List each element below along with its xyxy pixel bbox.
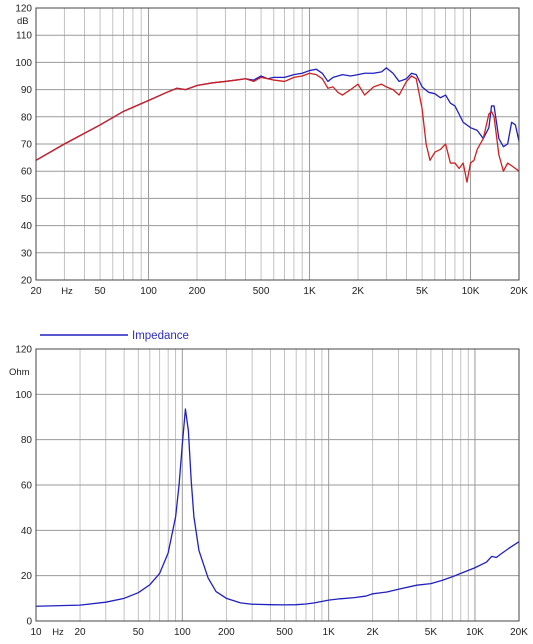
y-tick-label: 40	[21, 526, 33, 537]
y-tick-label: 80	[21, 435, 33, 446]
x-tick-label: 20K	[510, 627, 528, 638]
response-1-line	[35, 72, 520, 183]
y-tick-label: 60	[21, 167, 33, 178]
x-tick-label: 50	[133, 627, 145, 638]
impedance-y-unit-label: Ohm	[9, 367, 30, 378]
x-tick-label: 500	[276, 627, 293, 638]
y-tick-label: 40	[21, 221, 33, 232]
y-tick-label: 20	[21, 571, 33, 582]
y-tick-label: 90	[21, 85, 33, 96]
spl-x-unit-label: Hz	[61, 286, 73, 297]
x-tick-label: 1K	[323, 627, 336, 638]
x-tick-label: 20	[30, 286, 42, 297]
y-tick-label: 120	[15, 345, 32, 356]
y-tick-label: 30	[21, 248, 33, 259]
x-tick-label: 20	[74, 627, 86, 638]
legend-label-impedance: Impedance	[132, 330, 189, 342]
y-tick-label: 50	[21, 194, 33, 205]
spl-grid	[36, 8, 519, 280]
x-tick-label: 100	[174, 627, 191, 638]
x-tick-label: 10K	[466, 627, 484, 638]
impedance-grid	[36, 349, 519, 621]
impedance-y-tick-labels: 0 20 40 60 80 100 120	[15, 345, 32, 628]
spl-y-unit-label: dB	[17, 16, 29, 27]
spl-plot-frame	[35, 7, 520, 281]
x-tick-label: 20K	[510, 286, 528, 297]
x-tick-label: 500	[253, 286, 270, 297]
spl-y-tick-labels: 20 30 40 50 60 70 80 90 100 110 120	[15, 4, 32, 287]
x-tick-label: 5K	[425, 627, 438, 638]
y-tick-label: 70	[21, 140, 33, 151]
y-tick-label: 20	[21, 276, 33, 287]
x-tick-label: 100	[140, 286, 157, 297]
y-tick-label: 0	[26, 617, 32, 628]
y-tick-label: 120	[15, 4, 32, 15]
x-tick-label: 50	[95, 286, 107, 297]
y-tick-label: 80	[21, 112, 33, 123]
spl-x-tick-labels: 20 50 100 200 500 1K 2K 5K 10K 20K	[30, 286, 528, 297]
impedance-legend: Impedance	[40, 330, 189, 342]
y-tick-label: 110	[16, 31, 32, 42]
spl-chart: 20 30 40 50 60 70 80 90 100 110 120 20 50 100 200 500 1…	[15, 4, 528, 298]
spl-series	[35, 67, 520, 183]
y-tick-label: 100	[15, 58, 32, 69]
impedance-plot-frame	[35, 348, 520, 622]
x-tick-label: 2K	[352, 286, 365, 297]
x-tick-label: 1K	[303, 286, 316, 297]
impedance-chart: Impedance 0 20 40 60 80 100 120 10 20 50 100 200 50…	[9, 330, 528, 638]
x-tick-label: 200	[218, 627, 235, 638]
impedance-x-tick-labels: 10 20 50 100 200 500 1K 2K 5K 10K 20K	[30, 627, 528, 638]
x-tick-label: 10	[30, 627, 42, 638]
x-tick-label: 200	[189, 286, 206, 297]
impedance-x-unit-label: Hz	[52, 627, 64, 638]
x-tick-label: 5K	[416, 286, 429, 297]
x-tick-label: 10K	[462, 286, 480, 297]
x-tick-label: 2K	[367, 627, 380, 638]
impedance-series	[35, 408, 520, 607]
y-tick-label: 60	[21, 481, 33, 492]
impedance-line	[35, 408, 520, 607]
y-tick-label: 100	[15, 390, 32, 401]
